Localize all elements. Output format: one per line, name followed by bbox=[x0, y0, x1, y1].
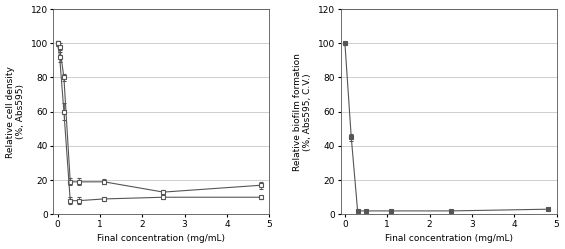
X-axis label: Final concentration (mg/mL): Final concentration (mg/mL) bbox=[97, 235, 225, 244]
X-axis label: Final concentration (mg/mL): Final concentration (mg/mL) bbox=[385, 235, 512, 244]
Y-axis label: Relative biofilm formation
(%, Abs595, C.V.): Relative biofilm formation (%, Abs595, C… bbox=[293, 53, 312, 171]
Y-axis label: Relative cell density
(%, Abs595): Relative cell density (%, Abs595) bbox=[6, 66, 25, 158]
